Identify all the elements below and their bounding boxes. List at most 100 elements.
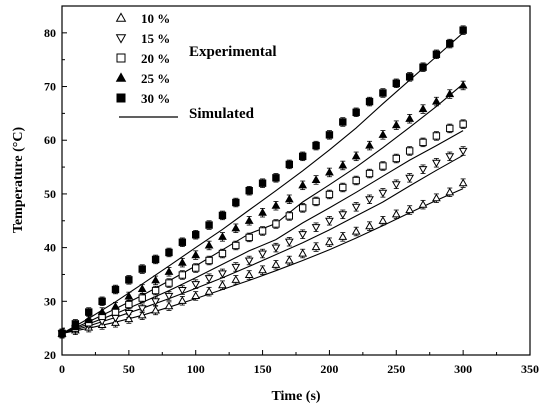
data-point-1: [258, 265, 267, 274]
legend-marker-1: [115, 12, 127, 22]
data-point-4: [258, 208, 267, 216]
data-point-2: [405, 174, 415, 183]
data-point-5: [178, 238, 187, 246]
data-point-5: [165, 248, 173, 257]
data-point-5: [459, 26, 467, 34]
data-point-1: [298, 248, 308, 257]
data-point-4: [97, 307, 107, 316]
data-point-5: [58, 329, 66, 338]
data-point-4: [378, 130, 388, 138]
data-point-5: [365, 97, 374, 106]
data-point-3: [232, 241, 240, 250]
data-point-4: [298, 180, 308, 189]
data-point-5: [205, 221, 213, 229]
data-point-1: [124, 314, 134, 323]
data-point-5: [432, 50, 441, 59]
data-point-3: [205, 256, 213, 265]
data-point-3: [192, 264, 200, 272]
data-point-5: [352, 108, 360, 117]
data-point-4: [271, 201, 281, 209]
data-point-4: [151, 275, 160, 284]
legend-label-4: 25 %: [141, 71, 170, 86]
data-point-5: [218, 211, 227, 220]
x-axis-title: Time (s): [271, 389, 320, 404]
data-point-3: [151, 286, 160, 295]
x-tick-label: 100: [187, 362, 205, 376]
data-point-2: [258, 250, 267, 259]
data-point-1: [271, 260, 281, 268]
legend-label-2: 15 %: [141, 31, 170, 46]
data-point-4: [218, 232, 227, 240]
data-point-2: [284, 238, 294, 247]
data-point-3: [325, 190, 334, 199]
data-point-4: [284, 194, 294, 203]
data-point-5: [192, 231, 200, 239]
data-point-1: [432, 193, 441, 202]
x-tick-label: 150: [254, 362, 272, 376]
y-tick-label: 40: [44, 241, 56, 255]
data-point-1: [244, 270, 254, 279]
data-point-2: [338, 211, 348, 220]
data-point-3: [312, 197, 320, 206]
data-point-2: [298, 231, 308, 239]
data-point-2: [325, 217, 334, 226]
legend-label-3: 20 %: [141, 51, 170, 66]
data-point-1: [151, 305, 160, 314]
data-point-1: [405, 205, 415, 214]
data-point-2: [351, 203, 361, 212]
legend-marker-4: [115, 72, 127, 82]
data-point-1: [365, 221, 374, 230]
data-point-3: [459, 120, 467, 128]
data-point-2: [311, 224, 321, 232]
data-point-3: [379, 162, 387, 170]
data-point-5: [125, 276, 133, 284]
data-point-5: [111, 285, 120, 294]
legend-marker-3: [116, 53, 126, 63]
data-point-3: [165, 279, 173, 287]
data-point-3: [258, 227, 267, 235]
data-point-5: [151, 255, 160, 264]
data-point-1: [204, 286, 214, 295]
x-tick-label: 350: [521, 362, 539, 376]
data-point-4: [311, 175, 321, 184]
data-point-5: [325, 131, 334, 139]
data-point-3: [419, 138, 427, 147]
data-point-2: [218, 270, 227, 279]
data-point-3: [285, 212, 294, 220]
data-point-3: [365, 169, 374, 178]
legend-marker-2: [115, 34, 127, 44]
data-point-3: [352, 176, 360, 185]
data-point-1: [177, 296, 187, 304]
data-point-4: [351, 151, 361, 160]
data-point-5: [258, 179, 267, 187]
data-point-1: [338, 232, 348, 240]
data-point-5: [285, 160, 294, 169]
data-point-2: [177, 286, 187, 295]
data-point-1: [458, 178, 468, 187]
data-point-2: [271, 244, 281, 253]
data-point-5: [392, 79, 400, 88]
data-point-5: [446, 39, 454, 48]
data-point-1: [231, 275, 241, 283]
data-point-5: [71, 320, 80, 328]
data-point-5: [138, 265, 146, 273]
data-point-1: [311, 242, 321, 251]
data-point-5: [379, 89, 387, 97]
data-point-4: [191, 250, 201, 259]
data-point-4: [231, 223, 241, 232]
legend-marker-5: [116, 93, 126, 103]
data-point-4: [244, 216, 254, 224]
data-point-3: [298, 204, 307, 212]
data-point-2: [124, 310, 134, 318]
legend-label-5: 30 %: [141, 91, 170, 106]
data-point-3: [272, 220, 280, 228]
data-point-1: [164, 301, 174, 310]
data-point-5: [245, 187, 253, 195]
data-point-3: [125, 300, 133, 309]
y-tick-label: 20: [44, 348, 56, 362]
legend-label-1: 10 %: [141, 11, 170, 26]
data-point-3: [138, 294, 146, 302]
data-point-1: [325, 237, 334, 246]
data-point-3: [245, 233, 253, 242]
data-point-4: [111, 301, 120, 310]
